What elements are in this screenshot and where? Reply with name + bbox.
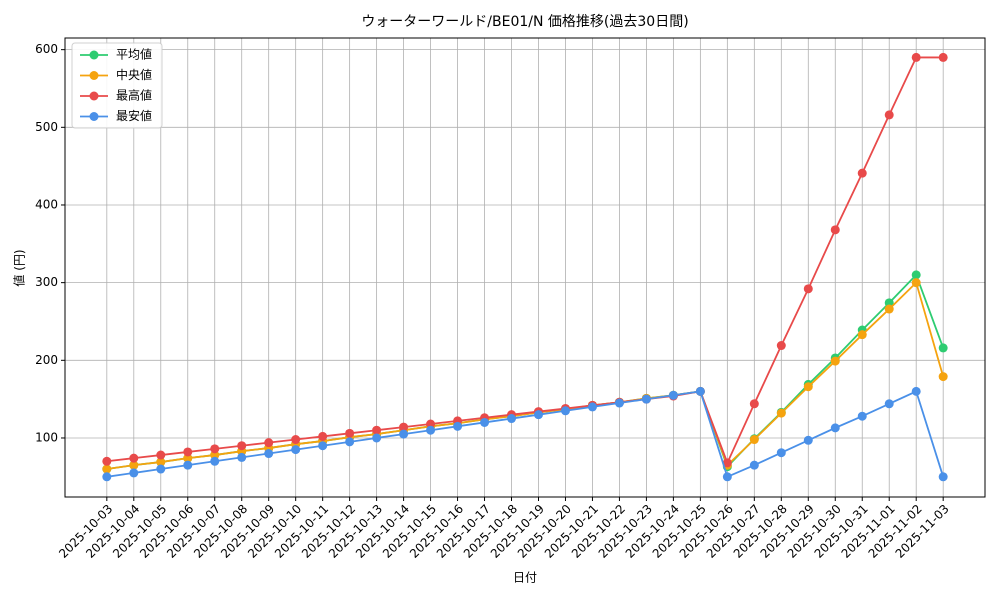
data-point (507, 414, 517, 424)
data-point (345, 428, 355, 438)
data-point (480, 417, 490, 427)
y-tick-label: 600 (35, 42, 58, 56)
data-point (210, 444, 220, 454)
data-point (668, 390, 678, 400)
data-point (830, 423, 840, 433)
data-point (210, 450, 220, 460)
data-point (695, 386, 705, 396)
data-point (453, 421, 463, 431)
data-point (318, 431, 328, 441)
data-point (129, 468, 139, 478)
data-point (776, 448, 786, 458)
data-point (264, 438, 274, 448)
data-point (830, 225, 840, 235)
data-point (776, 341, 786, 351)
data-point (884, 110, 894, 120)
data-point (102, 456, 112, 466)
data-point (911, 386, 921, 396)
legend-marker (89, 91, 99, 101)
legend-label: 中央値 (116, 67, 152, 82)
data-point (641, 394, 651, 404)
data-point (129, 460, 139, 470)
data-point (722, 472, 732, 482)
data-point (345, 437, 355, 447)
data-point (102, 464, 112, 474)
data-point (749, 435, 759, 445)
data-point (156, 450, 166, 460)
data-point (803, 435, 813, 445)
data-point (183, 460, 193, 470)
data-point (291, 445, 301, 455)
data-point (399, 422, 409, 432)
data-point (372, 433, 382, 443)
legend-label: 最高値 (116, 88, 152, 103)
y-tick-label: 100 (35, 430, 58, 444)
data-point (749, 399, 759, 409)
data-point (857, 168, 867, 178)
data-point (857, 411, 867, 421)
data-point (884, 399, 894, 409)
data-point (156, 457, 166, 467)
x-axis-label: 日付 (513, 571, 537, 585)
data-point (938, 343, 948, 353)
data-point (291, 435, 301, 445)
data-point (399, 429, 409, 439)
legend-box (71, 42, 163, 129)
data-point (237, 452, 247, 462)
series-line (106, 273, 945, 470)
data-point (911, 278, 921, 288)
data-point (614, 398, 624, 408)
legend-marker (89, 50, 99, 60)
data-point (156, 464, 166, 474)
data-point (938, 472, 948, 482)
y-tick-label: 400 (35, 197, 58, 211)
data-point (722, 458, 732, 468)
data-point (210, 456, 220, 466)
data-point (938, 52, 948, 62)
data-point (372, 425, 382, 435)
legend-marker (89, 112, 99, 121)
y-axis-label: 値 (円) (12, 249, 27, 286)
data-point (318, 441, 328, 451)
y-tick-label: 300 (35, 275, 58, 289)
data-point (183, 447, 193, 457)
data-point (884, 298, 894, 308)
data-point (857, 330, 867, 340)
data-point (911, 52, 921, 62)
data-point (776, 408, 786, 418)
data-point (803, 382, 813, 392)
data-point (911, 270, 921, 280)
data-point (183, 453, 193, 463)
series-line (106, 280, 945, 470)
data-point (129, 453, 139, 463)
data-point (749, 460, 759, 470)
data-point (587, 402, 597, 412)
chart-title: ウォーターワールド/BE01/N 価格推移(過去30日間) (361, 14, 688, 30)
data-point (426, 425, 436, 435)
plot-frame (64, 37, 986, 498)
data-point (426, 419, 436, 429)
data-point (560, 406, 570, 416)
legend-label: 最安値 (116, 108, 152, 123)
series-line (106, 56, 944, 466)
data-point (237, 441, 247, 451)
data-point (884, 304, 894, 314)
y-tick-label: 500 (35, 120, 58, 134)
data-point (803, 284, 813, 294)
y-tick-label: 200 (35, 353, 58, 367)
legend-marker (89, 71, 99, 80)
series-line (106, 390, 945, 479)
data-point (533, 410, 543, 420)
data-point (102, 472, 112, 482)
data-point (830, 356, 840, 366)
data-point (938, 372, 948, 382)
legend-label: 平均値 (116, 47, 152, 62)
data-point (264, 449, 274, 459)
